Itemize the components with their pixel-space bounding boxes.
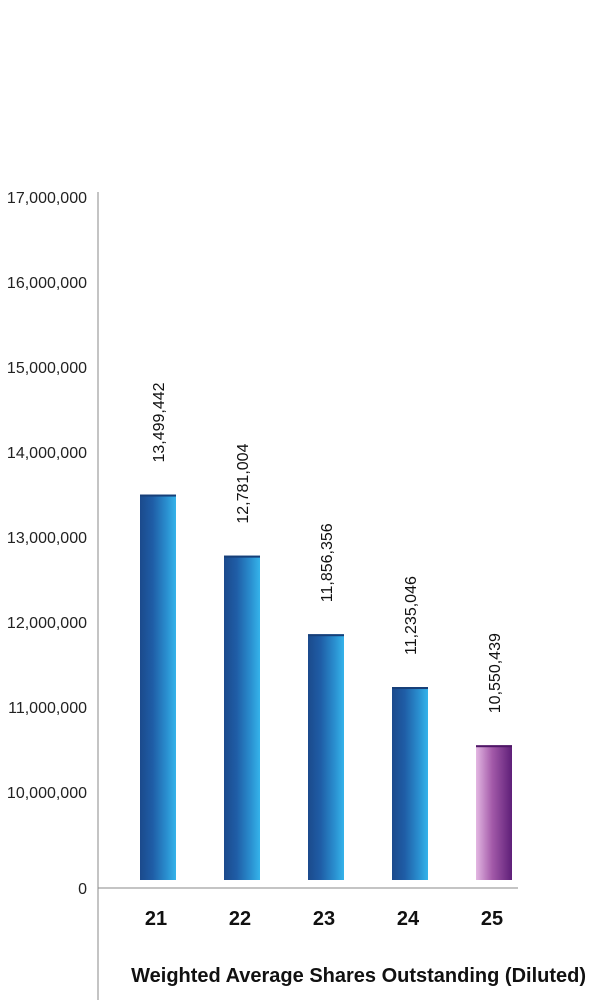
data-labels: 13,499,442 12,781,004 11,856,356 11,235,046… (151, 382, 504, 713)
y-tick-label: 16,000,000 (7, 275, 87, 292)
y-tick-label: 15,000,000 (7, 360, 87, 377)
axes (97, 192, 518, 1000)
bar (140, 494, 176, 880)
bar-cap (308, 634, 344, 637)
category-label: 21 (145, 908, 167, 930)
y-tick-label: 12,000,000 (7, 615, 87, 632)
category-label: 22 (229, 908, 251, 930)
bar-cap (140, 494, 176, 497)
bars (140, 494, 512, 880)
y-tick-label: 13,000,000 (7, 530, 87, 547)
y-tick-label: 10,000,000 (7, 785, 87, 802)
data-label: 12,781,004 (235, 443, 252, 523)
chart-title: Weighted Average Shares Outstanding (Dil… (131, 965, 586, 987)
bar-cap (392, 687, 428, 690)
bar (476, 745, 512, 880)
bar-cap (224, 555, 260, 558)
data-label: 10,550,439 (487, 633, 504, 713)
category-labels: 21 22 23 24 25 (145, 908, 503, 930)
category-label: 24 (397, 908, 420, 930)
bar-cap (476, 745, 512, 748)
y-tick-label: 17,000,000 (7, 190, 87, 207)
y-tick-labels: 0 10,000,000 11,000,000 12,000,000 13,000,00… (7, 190, 87, 898)
data-label: 13,499,442 (151, 382, 168, 462)
y-tick-label: 0 (78, 881, 87, 898)
y-tick-label: 11,000,000 (8, 700, 87, 717)
bar (224, 555, 260, 880)
category-label: 23 (313, 908, 335, 930)
bar (308, 634, 344, 880)
data-label: 11,235,046 (403, 576, 420, 655)
category-label: 25 (481, 908, 503, 930)
bar (392, 687, 428, 880)
data-label: 11,856,356 (319, 523, 336, 602)
y-tick-label: 14,000,000 (7, 445, 87, 462)
